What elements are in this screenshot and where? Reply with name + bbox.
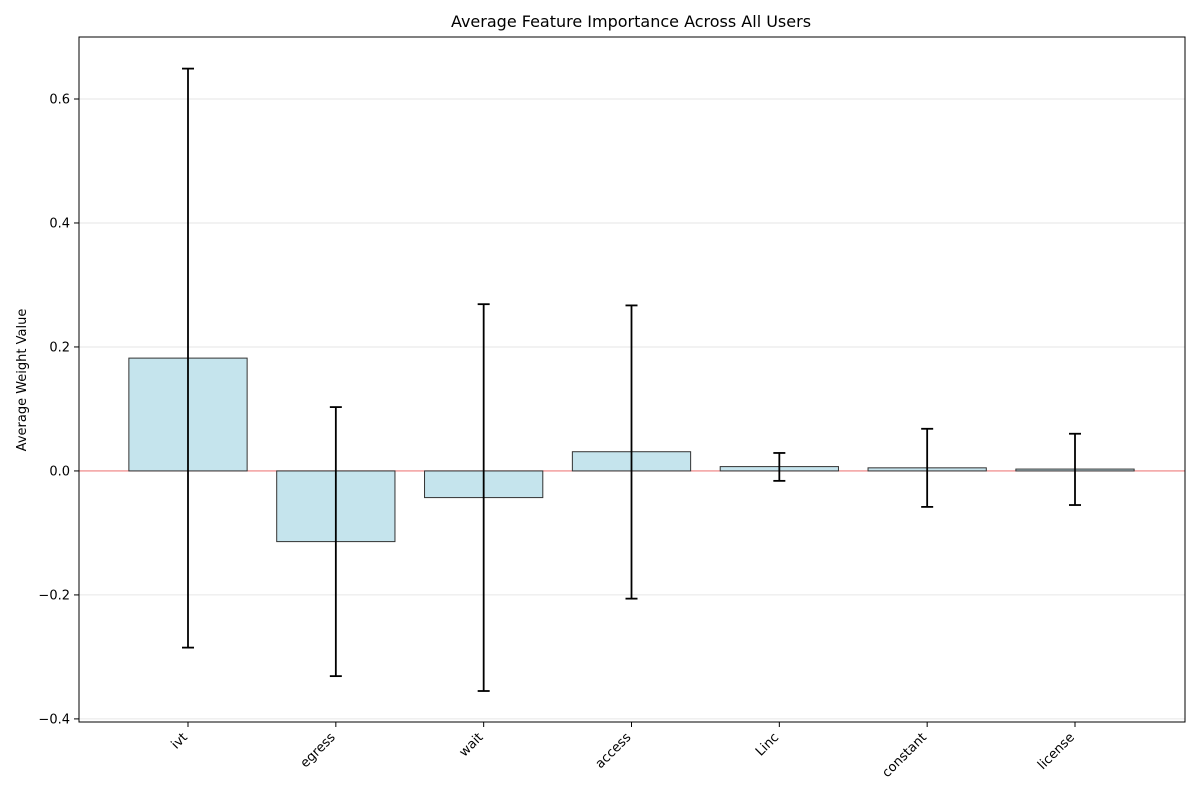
x-tick-label: wait <box>457 730 487 760</box>
x-axis-ticks: ivt egress wait access Linc constant license <box>169 722 1078 781</box>
x-tick-label: license <box>1035 730 1078 773</box>
y-tick-label: 0.0 <box>49 464 70 479</box>
y-tick-label: −0.4 <box>38 712 70 727</box>
y-tick-label: 0.6 <box>49 92 70 107</box>
y-tick-label: 0.4 <box>49 216 70 231</box>
y-tick-label: −0.2 <box>38 588 70 603</box>
chart-title: Average Feature Importance Across All Us… <box>451 12 811 31</box>
x-tick-label: egress <box>298 730 339 771</box>
error-bars <box>182 67 1081 692</box>
x-tick-label: access <box>593 730 635 772</box>
x-tick-label: Linc <box>753 730 782 759</box>
x-tick-label: ivt <box>169 730 191 752</box>
y-axis-ticks: −0.4 −0.2 0.0 0.2 0.4 0.6 <box>38 92 79 727</box>
plot-frame <box>78 36 1186 723</box>
y-tick-label: 0.2 <box>49 340 70 355</box>
y-axis-label: Average Weight Value <box>15 309 30 452</box>
x-tick-label: constant <box>879 730 930 781</box>
